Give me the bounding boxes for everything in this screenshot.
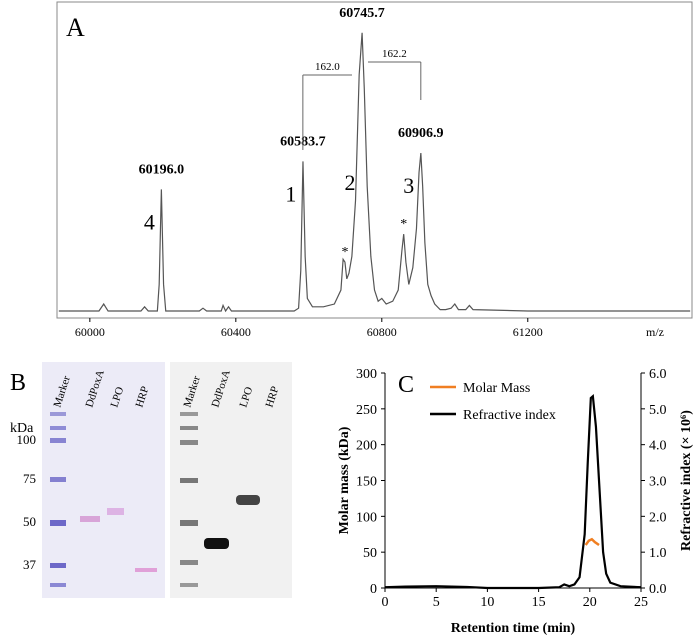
x-tick-label: 5 bbox=[433, 595, 440, 610]
band bbox=[107, 508, 124, 515]
difference-label: 162.2 bbox=[382, 48, 407, 60]
y2-axis-label: Refractive index (× 10⁶) bbox=[679, 410, 694, 551]
x-tick-label: 20 bbox=[583, 595, 597, 610]
y-tick-label: 250 bbox=[356, 403, 377, 418]
band bbox=[204, 538, 229, 549]
x-axis-label: Retention time (min) bbox=[451, 621, 576, 636]
panel-label: B bbox=[10, 370, 26, 396]
legend-label: Molar Mass bbox=[463, 381, 530, 396]
y2-tick-label: 2.0 bbox=[649, 510, 667, 525]
y2-tick-label: 5.0 bbox=[649, 403, 667, 418]
peak-label: 60906.9 bbox=[398, 126, 444, 141]
x-axis-label: m/z bbox=[646, 325, 664, 339]
y-tick-label: 150 bbox=[356, 475, 377, 490]
x-tick-label: 15 bbox=[532, 595, 546, 610]
series-line bbox=[384, 394, 642, 590]
band bbox=[80, 516, 100, 522]
spectrum-line bbox=[58, 32, 691, 313]
y2-tick-label: 1.0 bbox=[649, 546, 667, 561]
y-tick-label: 200 bbox=[356, 439, 377, 454]
y-axis-label: Molar mass (kDa) bbox=[337, 426, 352, 534]
x-tick-label: 10 bbox=[480, 595, 494, 610]
marker-size: 75 bbox=[23, 471, 36, 486]
y-tick-label: 300 bbox=[356, 367, 377, 382]
peak-label: 60196.0 bbox=[139, 162, 185, 177]
x-tick-label: 61200 bbox=[513, 325, 543, 339]
y2-tick-label: 3.0 bbox=[649, 475, 667, 490]
y2-tick-label: 6.0 bbox=[649, 367, 667, 382]
y2-tick-label: 4.0 bbox=[649, 439, 667, 454]
marker-size: 100 bbox=[17, 432, 37, 447]
band bbox=[236, 495, 260, 505]
difference-label: 162.0 bbox=[315, 61, 340, 73]
marker-size: 37 bbox=[23, 557, 37, 572]
peak-number: 1 bbox=[285, 181, 296, 206]
panel-label: C bbox=[398, 372, 414, 398]
marker-size: 50 bbox=[23, 514, 36, 529]
y2-tick-label: 0.0 bbox=[649, 582, 667, 597]
x-tick-label: 60000 bbox=[75, 325, 105, 339]
x-tick-label: 60800 bbox=[367, 325, 397, 339]
x-tick-label: 0 bbox=[382, 595, 389, 610]
peak-number: 2 bbox=[344, 170, 355, 195]
peak-number: 3 bbox=[403, 173, 414, 198]
peak-number: 4 bbox=[144, 209, 155, 234]
annotation: * bbox=[400, 217, 407, 232]
x-tick-label: 25 bbox=[634, 595, 648, 610]
x-tick-label: 60400 bbox=[221, 325, 251, 339]
annotation: * bbox=[341, 245, 348, 260]
y-tick-label: 0 bbox=[370, 582, 377, 597]
marker-ladder bbox=[50, 412, 198, 587]
panel-a-frame bbox=[56, 1, 693, 319]
unit-label: kDa bbox=[10, 421, 34, 436]
band bbox=[135, 568, 157, 572]
panel-label: A bbox=[66, 13, 85, 42]
series-line bbox=[584, 537, 600, 547]
peak-label: 60745.7 bbox=[339, 6, 385, 21]
legend-label: Refractive index bbox=[463, 408, 556, 423]
y-tick-label: 100 bbox=[356, 510, 377, 525]
y-tick-label: 50 bbox=[363, 546, 377, 561]
